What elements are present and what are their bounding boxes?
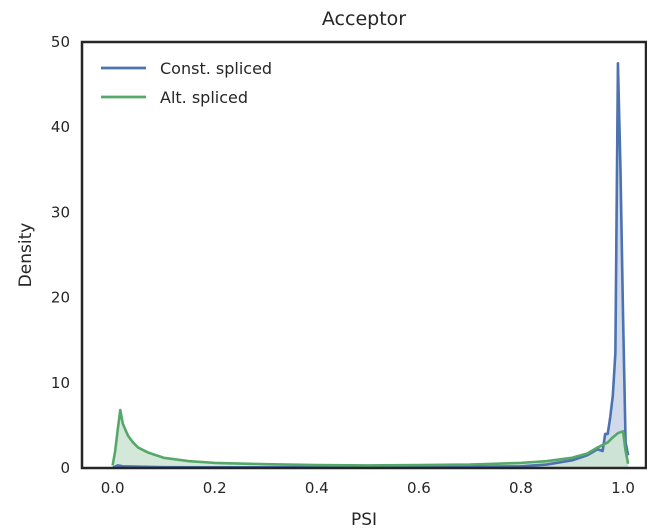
chart-title: Acceptor	[322, 8, 406, 30]
x-tick-label: 0.6	[407, 479, 431, 497]
y-tick-label: 50	[51, 33, 70, 51]
series-line-1	[112, 62, 630, 470]
x-tick-label: 0.0	[101, 479, 125, 497]
x-axis-label: PSI	[351, 510, 377, 530]
legend: Const. spliced Alt. spliced	[101, 59, 272, 107]
x-tick-label: 0.2	[203, 479, 227, 497]
y-tick-label: 30	[51, 203, 70, 221]
series-lines	[111, 62, 630, 470]
x-axis-ticks: 0.0 0.2 0.4 0.6 0.8 1.0	[101, 479, 635, 497]
y-tick-label: 20	[51, 289, 70, 307]
y-tick-label: 0	[60, 459, 70, 477]
series-areas	[112, 63, 629, 469]
series-area-2	[112, 410, 629, 468]
y-axis-ticks: 0 10 20 30 40 50	[51, 33, 70, 477]
legend-label-2: Alt. spliced	[160, 88, 248, 107]
series-area-1	[112, 63, 629, 469]
x-tick-label: 0.4	[305, 479, 329, 497]
y-tick-label: 40	[51, 118, 70, 136]
plot-frame	[80, 40, 647, 470]
y-axis-label: Density	[16, 223, 36, 288]
y-tick-label: 10	[51, 374, 70, 392]
x-tick-label: 1.0	[611, 479, 635, 497]
x-tick-label: 0.8	[509, 479, 533, 497]
legend-label-1: Const. spliced	[160, 59, 272, 78]
series-line-2	[111, 408, 630, 467]
